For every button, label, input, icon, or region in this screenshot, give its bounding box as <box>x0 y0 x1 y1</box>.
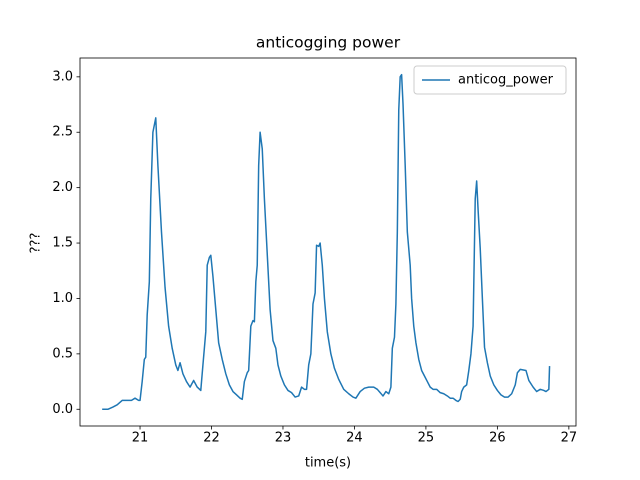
legend-label: anticog_power <box>458 73 554 88</box>
y-tick-label: 1.5 <box>52 236 73 251</box>
x-tick-label: 27 <box>561 431 578 446</box>
x-tick-label: 23 <box>275 431 292 446</box>
y-axis-label: ??? <box>29 233 44 254</box>
chart-title: anticogging power <box>256 34 401 52</box>
line-series <box>102 73 551 411</box>
y-tick-label: 0.5 <box>52 346 73 361</box>
x-axis-label: time(s) <box>305 456 351 471</box>
x-tick-label: 22 <box>203 431 220 446</box>
y-tick-label: 2.5 <box>52 125 73 140</box>
x-tick-label: 26 <box>489 431 506 446</box>
plot-frame <box>79 57 577 427</box>
x-tick-label: 21 <box>132 431 149 446</box>
y-tick-label: 1.0 <box>52 291 73 306</box>
legend-box <box>413 65 567 95</box>
y-tick-label: 2.0 <box>52 180 73 195</box>
y-tick-label: 3.0 <box>52 69 73 84</box>
x-tick-label: 25 <box>418 431 435 446</box>
y-tick-label: 0.0 <box>52 402 73 417</box>
x-tick-label: 24 <box>346 431 363 446</box>
